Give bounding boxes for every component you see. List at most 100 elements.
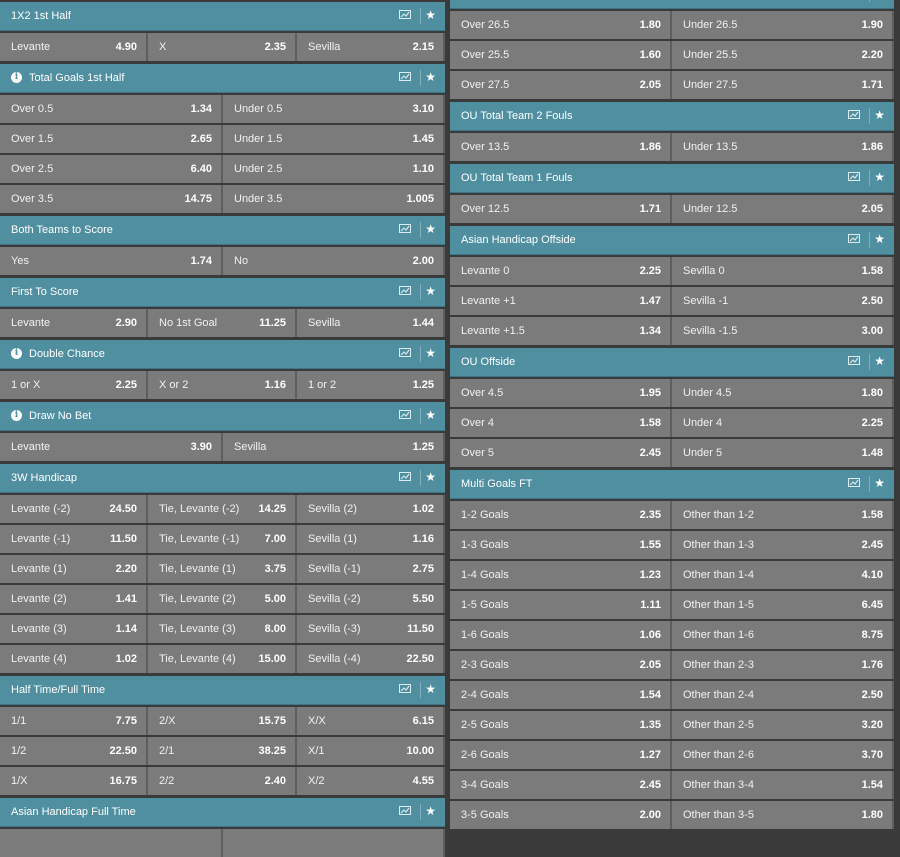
odds-button[interactable]: X or 2 1.16	[148, 371, 297, 399]
odds-button[interactable]: 2-4 Goals 1.54	[450, 681, 672, 709]
odds-button[interactable]: Under 0.5 3.10	[223, 95, 445, 123]
odds-button[interactable]: 3-5 Goals 2.00	[450, 801, 672, 829]
market-header-market[interactable]: ★	[450, 0, 894, 9]
market-header-ou-offside[interactable]: OU Offside ★	[450, 348, 894, 377]
info-icon[interactable]: i	[11, 348, 22, 359]
market-header-3w-handicap[interactable]: 3W Handicap ★	[0, 464, 445, 493]
bar-chart-icon[interactable]	[399, 410, 411, 420]
star-icon[interactable]: ★	[425, 470, 436, 484]
odds-button[interactable]: Levante +1.5 1.34	[450, 317, 672, 345]
star-icon[interactable]: ★	[874, 476, 885, 490]
odds-button[interactable]: Sevilla -1 2.50	[672, 287, 894, 315]
odds-button[interactable]: Sevilla (-4) 22.50	[297, 645, 445, 673]
odds-button[interactable]: 2-5 Goals 1.35	[450, 711, 672, 739]
odds-button[interactable]: Other than 1-5 6.45	[672, 591, 894, 619]
odds-button[interactable]: Sevilla (-1) 2.75	[297, 555, 445, 583]
bar-chart-icon[interactable]	[399, 472, 411, 482]
odds-button[interactable]: 1/2 22.50	[0, 737, 148, 765]
odds-button[interactable]: Levante (-1) 11.50	[0, 525, 148, 553]
odds-button[interactable]: Sevilla (-3) 11.50	[297, 615, 445, 643]
odds-button[interactable]: Yes 1.74	[0, 247, 223, 275]
odds-button[interactable]: 1/X 16.75	[0, 767, 148, 795]
star-icon[interactable]: ★	[425, 70, 436, 84]
odds-button[interactable]: 1-5 Goals 1.11	[450, 591, 672, 619]
odds-button[interactable]: Over 27.5 2.05	[450, 71, 672, 99]
odds-button[interactable]: 1-3 Goals 1.55	[450, 531, 672, 559]
odds-button[interactable]: 1 or X 2.25	[0, 371, 148, 399]
odds-button[interactable]: Under 25.5 2.20	[672, 41, 894, 69]
odds-button[interactable]: Other than 1-4 4.10	[672, 561, 894, 589]
star-icon[interactable]: ★	[425, 804, 436, 818]
odds-button[interactable]: X/X 6.15	[297, 707, 445, 735]
bar-chart-icon[interactable]	[848, 110, 860, 120]
odds-button[interactable]: Under 13.5 1.86	[672, 133, 894, 161]
market-header-half-time-full-time[interactable]: Half Time/Full Time ★	[0, 676, 445, 705]
odds-button[interactable]: Levante +1 1.47	[450, 287, 672, 315]
odds-button[interactable]: Under 12.5 2.05	[672, 195, 894, 223]
odds-button[interactable]: Over 13.5 1.86	[450, 133, 672, 161]
odds-button[interactable]: Over 25.5 1.60	[450, 41, 672, 69]
odds-button[interactable]: Under 4 2.25	[672, 409, 894, 437]
odds-button[interactable]: 1/1 7.75	[0, 707, 148, 735]
bar-chart-icon[interactable]	[399, 10, 411, 20]
odds-button[interactable]: No 2.00	[223, 247, 445, 275]
bar-chart-icon[interactable]	[399, 224, 411, 234]
odds-button[interactable]: Sevilla 2.15	[297, 33, 445, 61]
odds-button[interactable]: X/1 10.00	[297, 737, 445, 765]
odds-button[interactable]: Levante (4) 1.02	[0, 645, 148, 673]
odds-button[interactable]: 2-6 Goals 1.27	[450, 741, 672, 769]
market-header-1x2-1st-half[interactable]: 1X2 1st Half ★	[0, 2, 445, 31]
odds-button[interactable]: Other than 2-4 2.50	[672, 681, 894, 709]
bar-chart-icon[interactable]	[848, 356, 860, 366]
odds-button[interactable]: 1-6 Goals 1.06	[450, 621, 672, 649]
star-icon[interactable]: ★	[425, 682, 436, 696]
odds-button[interactable]: X 2.35	[148, 33, 297, 61]
odds-button[interactable]: Levante 4.90	[0, 33, 148, 61]
star-icon[interactable]: ★	[425, 222, 436, 236]
odds-button[interactable]: X/2 4.55	[297, 767, 445, 795]
star-icon[interactable]: ★	[425, 8, 436, 22]
odds-button[interactable]: Tie, Levante (3) 8.00	[148, 615, 297, 643]
bar-chart-icon[interactable]	[399, 286, 411, 296]
bar-chart-icon[interactable]	[848, 172, 860, 182]
odds-button[interactable]: Other than 3-5 1.80	[672, 801, 894, 829]
market-header-multi-goals-ft[interactable]: Multi Goals FT ★	[450, 470, 894, 499]
odds-button[interactable]: 2/X 15.75	[148, 707, 297, 735]
market-header-total-goals-1st-half[interactable]: i Total Goals 1st Half ★	[0, 64, 445, 93]
odds-button[interactable]: 2/1 38.25	[148, 737, 297, 765]
odds-button[interactable]: Over 26.5 1.80	[450, 11, 672, 39]
odds-button[interactable]: Over 0.5 1.34	[0, 95, 223, 123]
odds-button[interactable]	[0, 829, 223, 857]
odds-button[interactable]: Other than 2-3 1.76	[672, 651, 894, 679]
odds-button[interactable]: 1-4 Goals 1.23	[450, 561, 672, 589]
market-header-asian-handicap-offside[interactable]: Asian Handicap Offside ★	[450, 226, 894, 255]
info-icon[interactable]: i	[11, 72, 22, 83]
odds-button[interactable]: Sevilla (2) 1.02	[297, 495, 445, 523]
market-header-ou-total-team-2-fouls[interactable]: OU Total Team 2 Fouls ★	[450, 102, 894, 131]
market-header-both-teams-to-score[interactable]: Both Teams to Score ★	[0, 216, 445, 245]
bar-chart-icon[interactable]	[399, 806, 411, 816]
odds-button[interactable]: Over 2.5 6.40	[0, 155, 223, 183]
odds-button[interactable]: Levante (1) 2.20	[0, 555, 148, 583]
odds-button[interactable]: Sevilla (-2) 5.50	[297, 585, 445, 613]
odds-button[interactable]: Sevilla 1.44	[297, 309, 445, 337]
bar-chart-icon[interactable]	[399, 684, 411, 694]
odds-button[interactable]: No 1st Goal 11.25	[148, 309, 297, 337]
odds-button[interactable]: Under 26.5 1.90	[672, 11, 894, 39]
star-icon[interactable]: ★	[874, 108, 885, 122]
star-icon[interactable]: ★	[425, 346, 436, 360]
odds-button[interactable]: 1 or 2 1.25	[297, 371, 445, 399]
market-header-double-chance[interactable]: i Double Chance ★	[0, 340, 445, 369]
odds-button[interactable]: Under 5 1.48	[672, 439, 894, 467]
odds-button[interactable]: Sevilla 0 1.58	[672, 257, 894, 285]
odds-button[interactable]: Sevilla -1.5 3.00	[672, 317, 894, 345]
odds-button[interactable]: Over 4 1.58	[450, 409, 672, 437]
odds-button[interactable]: Under 27.5 1.71	[672, 71, 894, 99]
bar-chart-icon[interactable]	[848, 234, 860, 244]
bar-chart-icon[interactable]	[399, 348, 411, 358]
odds-button[interactable]: Tie, Levante (-1) 7.00	[148, 525, 297, 553]
odds-button[interactable]: Under 4.5 1.80	[672, 379, 894, 407]
odds-button[interactable]: 1-2 Goals 2.35	[450, 501, 672, 529]
odds-button[interactable]: Under 3.5 1.005	[223, 185, 445, 213]
odds-button[interactable]: Other than 2-5 3.20	[672, 711, 894, 739]
